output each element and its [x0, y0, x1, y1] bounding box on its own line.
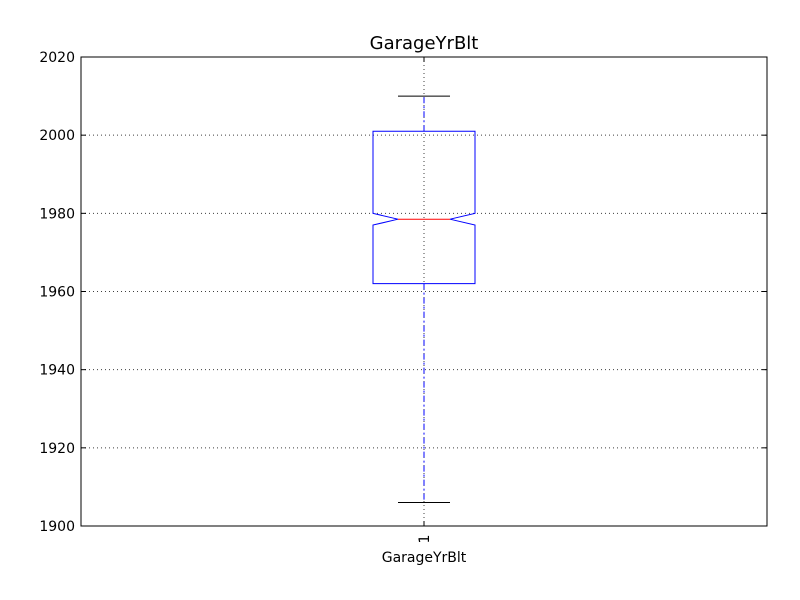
y-tick-label: 2020 — [39, 50, 75, 66]
y-tick-label: 2000 — [39, 128, 75, 144]
y-tick-label: 1980 — [39, 206, 75, 222]
y-tick-label: 1900 — [39, 519, 75, 535]
x-tick-label: 1 — [417, 535, 433, 544]
x-axis-ticks: 1 — [417, 57, 433, 543]
y-tick-label: 1960 — [39, 285, 75, 301]
chart-title: GarageYrBlt — [370, 33, 479, 54]
notched-box — [372, 130, 476, 285]
box-plot — [372, 95, 476, 504]
y-tick-label: 1940 — [39, 363, 75, 379]
x-axis-label: GarageYrBlt — [382, 550, 467, 566]
y-tick-label: 1920 — [39, 441, 75, 457]
y-axis-ticks: 1900 1920 1940 1960 1980 2000 2020 — [39, 50, 767, 535]
plot-frame — [80, 56, 768, 527]
